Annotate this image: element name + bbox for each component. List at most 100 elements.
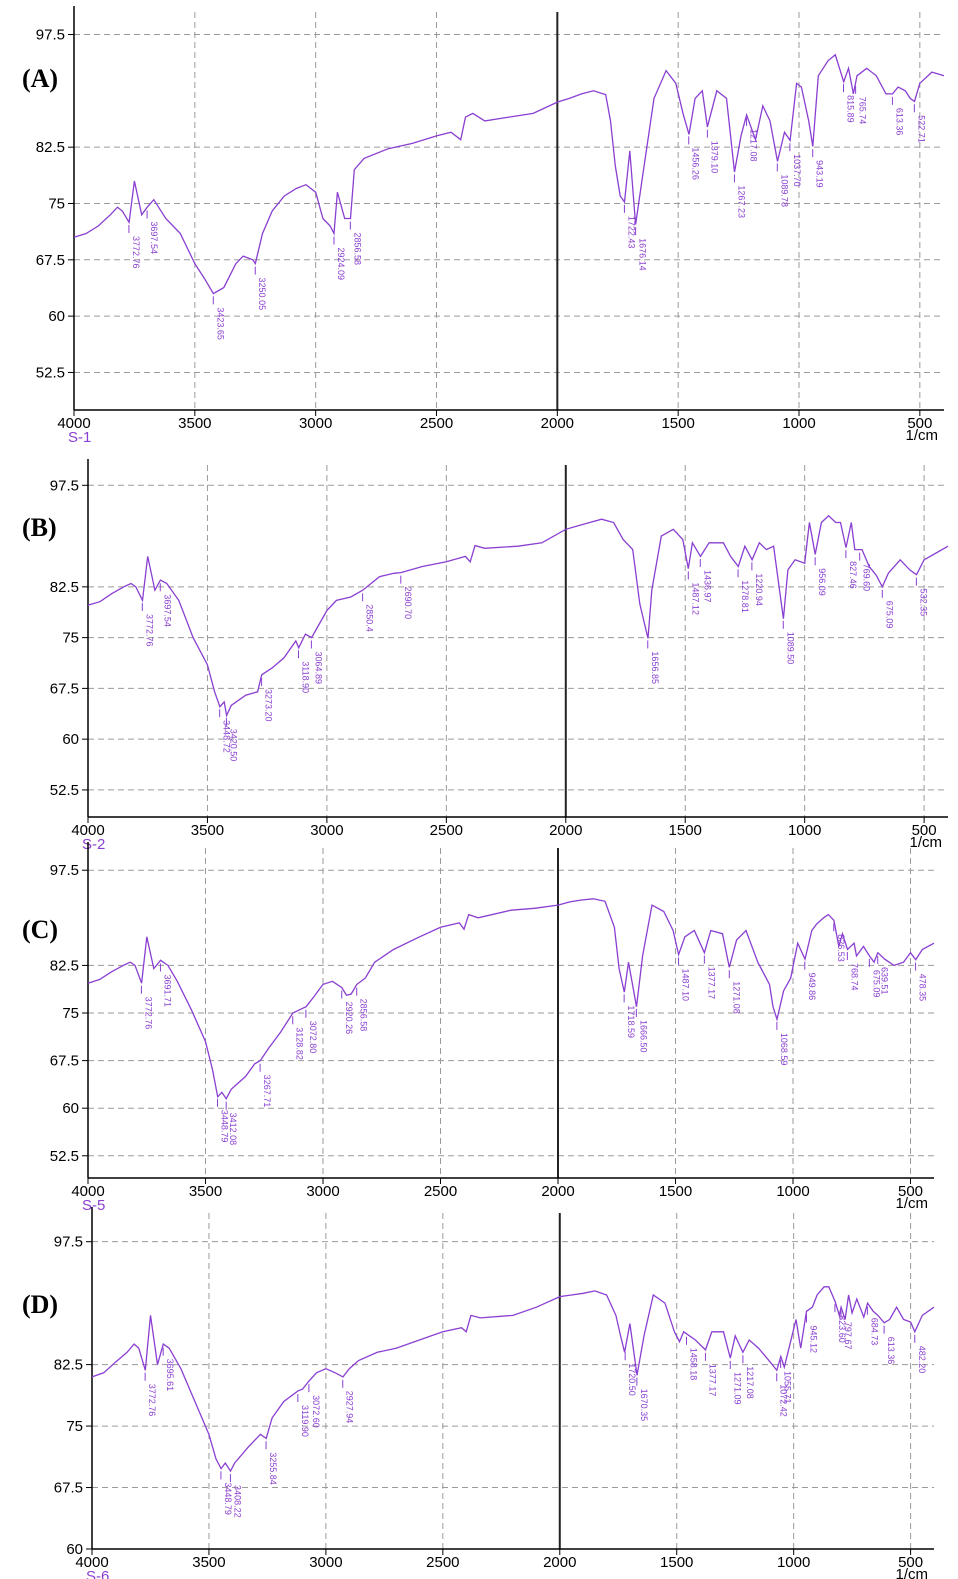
peak-label: 2927.94 (345, 1391, 355, 1424)
grid (92, 1213, 934, 1550)
peak-label: 675.09 (884, 601, 894, 629)
sample-label: S-1 (68, 429, 91, 446)
panel-b: 52.5 60 67.5 75 82.5 97.5 4000 3500 3000 2500 2000… (0, 455, 958, 853)
peak-label: 3267.71 (262, 1075, 272, 1108)
peak-label: 613.36 (894, 108, 904, 136)
peak-label: 3408.22 (232, 1485, 242, 1518)
peak-label: 3273.20 (264, 689, 274, 722)
y-tick-label: 60 (48, 308, 65, 325)
peak-label: 1037.70 (792, 154, 802, 187)
peak-label: 1666.50 (638, 1020, 648, 1053)
sample-label: S-5 (82, 1197, 105, 1214)
peak-label: 827.46 (848, 561, 858, 589)
spectrum-chart-d: 60 67.5 75 82.5 97.5 4000 3500 3000 2500 2000 1500… (54, 1207, 935, 1579)
y-tick-label: 97.5 (50, 477, 79, 494)
grid (88, 848, 934, 1178)
y-tick-label: 67.5 (36, 252, 65, 269)
x-tick-label: 500 (907, 415, 932, 432)
x-tick-label: 2000 (541, 415, 574, 432)
panel-d: 60 67.5 75 82.5 97.5 4000 3500 3000 2500 2000 1500… (0, 1205, 958, 1579)
x-tick-label: 2500 (430, 822, 463, 839)
peak-label: 3118.90 (300, 661, 310, 693)
peak-label: 3448.79 (223, 1482, 233, 1515)
spectrum-line (73, 53, 945, 295)
peak-label: 3448.79 (220, 1110, 230, 1143)
peak-label: 2856.58 (359, 999, 369, 1032)
peak-label: 1676.14 (638, 238, 648, 271)
x-tick-label: 2500 (426, 1554, 459, 1571)
axis-ticks: 60 67.5 75 82.5 97.5 4000 3500 3000 2500 2000 1500… (54, 1234, 923, 1571)
panel-label-b: (B) (22, 513, 57, 542)
peak-label: 2920.26 (344, 1002, 354, 1035)
y-tick-label: 52.5 (50, 1148, 79, 1165)
x-tick-label: 2000 (543, 1554, 576, 1571)
peak-label: 943.19 (815, 160, 825, 188)
x-tick-label: 4000 (71, 822, 104, 839)
spectrum-chart-c: 52.5 60 67.5 75 82.5 97.5 4000 3500 3000 2500 2000… (50, 842, 935, 1214)
peak-label: 1379.10 (709, 141, 719, 174)
peak-label: 1089.78 (779, 174, 789, 207)
peak-label: 1377.17 (706, 967, 716, 1000)
y-tick-label: 67.5 (50, 680, 79, 697)
peak-label: 639.51 (880, 967, 890, 995)
peak-labels: 3772.76 3697.54 3423.65 3250.05 2924.09 2856.… (128, 84, 926, 340)
peak-label: 3695.61 (165, 1359, 175, 1392)
peak-label: 823.60 (837, 1315, 847, 1343)
peak-label: 1487.10 (681, 969, 691, 1002)
y-tick-label: 82.5 (50, 957, 79, 974)
y-tick-label: 75 (62, 1005, 79, 1022)
y-tick-label: 82.5 (54, 1357, 83, 1374)
panel-label-d: (D) (22, 1290, 59, 1319)
peak-label: 1718.59 (626, 1005, 636, 1038)
y-tick-label: 82.5 (36, 139, 65, 156)
x-axis-unit: 1/cm (895, 1195, 928, 1212)
peak-label: 3250.05 (257, 278, 267, 311)
y-tick-label: 60 (62, 731, 79, 748)
spectrum-chart-b: 52.5 60 67.5 75 82.5 97.5 4000 3500 3000 2500 2000… (50, 459, 949, 853)
axis-ticks: 52.5 60 67.5 75 82.5 97.5 4000 3500 3000 2500 2000… (50, 477, 937, 839)
x-tick-label: 4000 (57, 415, 90, 432)
peak-label: 532.35 (918, 589, 928, 617)
peak-label: 1271.08 (731, 981, 741, 1014)
peak-label: 3772.76 (144, 614, 154, 647)
y-tick-label: 75 (62, 630, 79, 647)
peak-label: 765.74 (858, 97, 868, 125)
y-tick-label: 97.5 (54, 1234, 83, 1251)
grid (74, 12, 944, 410)
y-tick-label: 97.5 (50, 862, 79, 879)
peak-label: 3420.50 (228, 729, 238, 762)
peak-label: 1055.71 (783, 1371, 793, 1404)
peak-label: 815.89 (845, 95, 855, 123)
y-tick-label: 52.5 (36, 364, 65, 381)
x-tick-label: 3000 (299, 415, 332, 432)
peak-label: 826.53 (836, 934, 846, 962)
peak-label: 1670.35 (639, 1389, 649, 1422)
peak-label: 3412.08 (228, 1113, 238, 1146)
y-tick-label: 75 (48, 195, 65, 212)
peak-label: 1217.08 (749, 129, 759, 162)
x-tick-label: 3000 (306, 1183, 339, 1200)
peak-label: 3072.60 (311, 1395, 321, 1428)
peak-label: 3072.80 (308, 1021, 318, 1054)
peak-label: 3772.76 (143, 997, 153, 1030)
panel-a: 52.5 60 67.5 75 82.5 97.5 4000 3500 3000 2500 2000… (0, 0, 958, 446)
peak-label: 1656.85 (650, 651, 660, 684)
peak-label: 613.36 (886, 1337, 896, 1365)
peak-label: 1072.42 (779, 1384, 789, 1417)
x-tick-label: 2500 (424, 1183, 457, 1200)
peak-label: 3064.89 (313, 651, 323, 684)
peak-label: 3697.54 (162, 594, 172, 627)
peak-label: 797.67 (843, 1322, 853, 1350)
x-tick-label: 3500 (189, 1183, 222, 1200)
peak-label: 684.73 (869, 1318, 879, 1346)
peak-label: 3772.76 (131, 236, 141, 269)
peak-label: 956.09 (817, 568, 827, 596)
y-tick-label: 67.5 (50, 1053, 79, 1070)
x-axis-unit: 1/cm (895, 1566, 928, 1579)
peak-label: 2856.58 (352, 233, 362, 266)
panel-label-c: (C) (22, 915, 59, 944)
x-tick-label: 1000 (788, 822, 821, 839)
peak-label: 1271.09 (732, 1372, 742, 1405)
